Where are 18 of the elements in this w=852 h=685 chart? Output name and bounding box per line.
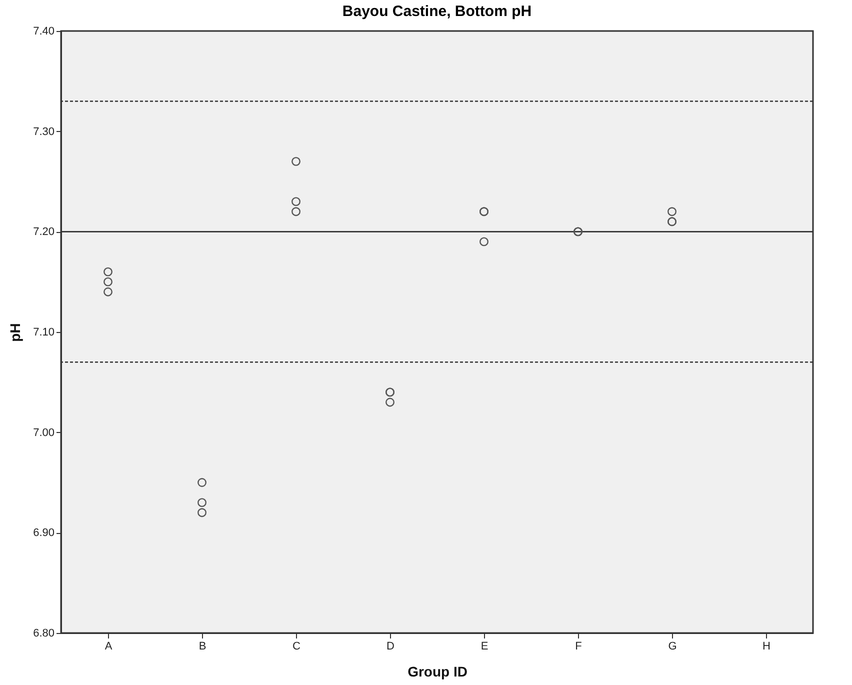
x-tick-label: F	[575, 640, 582, 652]
x-tick-label: C	[292, 640, 301, 652]
y-tick-label: 7.40	[33, 26, 54, 38]
y-tick-label: 7.10	[33, 326, 54, 338]
x-tick-label: H	[762, 640, 771, 652]
x-tick-label: B	[198, 640, 206, 652]
x-axis-title: Group ID	[408, 664, 468, 680]
chart-title: Bayou Castine, Bottom pH	[342, 3, 532, 20]
x-tick-label: E	[480, 640, 488, 652]
y-tick-label: 7.20	[33, 226, 54, 238]
y-tick-label: 6.80	[33, 628, 54, 640]
y-tick-label: 7.00	[33, 426, 54, 439]
y-tick-label: 6.90	[33, 527, 54, 540]
y-axis-title: pH	[7, 323, 24, 342]
x-tick-label: G	[668, 640, 677, 652]
y-tick-label: 7.30	[33, 126, 54, 138]
x-tick-label: D	[386, 640, 395, 652]
x-tick-label: A	[104, 640, 113, 652]
